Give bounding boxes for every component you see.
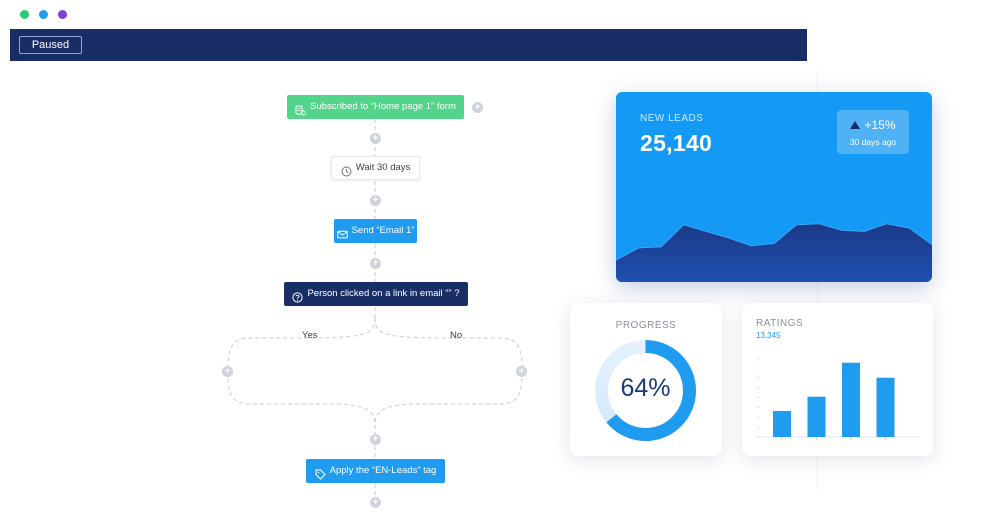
trigger-label: Subscribed to “Home page 1” form bbox=[310, 101, 456, 112]
automation-toolbar: Paused bbox=[10, 29, 807, 61]
add-no-step-plus-icon[interactable]: + bbox=[516, 366, 527, 377]
window-dot-green[interactable] bbox=[20, 10, 29, 19]
add-step-plus-icon[interactable]: + bbox=[370, 434, 381, 445]
leads-area-chart bbox=[616, 223, 932, 282]
ratings-card: RATINGS 13,345 bbox=[742, 303, 933, 456]
window-dot-purple[interactable] bbox=[58, 10, 67, 19]
window-dot-blue[interactable] bbox=[39, 10, 48, 19]
leads-trend-area bbox=[616, 223, 932, 282]
send-email-node[interactable]: Send “Email 1” bbox=[334, 219, 417, 243]
add-yes-step-plus-icon[interactable]: + bbox=[222, 366, 233, 377]
add-step-plus-icon[interactable]: + bbox=[370, 195, 381, 206]
progress-value: 64% bbox=[620, 374, 671, 402]
ratings-bar-chart bbox=[757, 357, 920, 440]
condition-node[interactable]: Person clicked on a link in email “” ? bbox=[284, 282, 468, 306]
progress-title: PROGRESS bbox=[615, 320, 677, 331]
ratings-bar bbox=[773, 410, 791, 437]
progress-donut bbox=[595, 340, 696, 441]
add-branch-plus-icon[interactable]: + bbox=[472, 102, 483, 113]
progress-arc bbox=[595, 340, 696, 441]
question-icon bbox=[292, 289, 304, 303]
apply-tag-label: Apply the “EN-Leads” tag bbox=[329, 465, 437, 476]
ratings-bar bbox=[842, 362, 860, 437]
trigger-form-node[interactable]: Subscribed to “Home page 1” form bbox=[287, 95, 464, 119]
envelope-icon bbox=[336, 226, 348, 238]
leads-change-badge: +15% 30 days ago bbox=[837, 110, 909, 154]
wait-label: Wait 30 days bbox=[355, 162, 411, 173]
branch-no-label: No bbox=[450, 330, 463, 341]
wait-node[interactable]: Wait 30 days bbox=[331, 156, 420, 180]
leads-trend-line bbox=[616, 223, 932, 261]
apply-tag-node[interactable]: Apply the “EN-Leads” tag bbox=[306, 459, 445, 483]
clock-icon bbox=[341, 163, 352, 176]
ratings-title: RATINGS bbox=[756, 318, 804, 329]
ratings-count: 13,345 bbox=[756, 331, 781, 340]
ratings-bar bbox=[807, 396, 826, 437]
add-step-plus-icon[interactable]: + bbox=[370, 497, 381, 508]
paused-status-button[interactable]: Paused bbox=[19, 36, 82, 54]
trend-up-icon bbox=[850, 121, 861, 129]
add-step-plus-icon[interactable]: + bbox=[370, 133, 381, 144]
leads-title: NEW LEADS bbox=[640, 113, 704, 124]
leads-period: 30 days ago bbox=[849, 137, 897, 147]
leads-change: +15% bbox=[864, 118, 896, 132]
leads-value: 25,140 bbox=[640, 130, 713, 156]
send-email-label: Send “Email 1” bbox=[351, 225, 415, 236]
tag-icon bbox=[315, 466, 326, 480]
ratings-bar bbox=[876, 377, 895, 437]
new-leads-card: NEW LEADS 25,140 +15% 30 days ago bbox=[616, 92, 932, 282]
progress-card: PROGRESS 64% bbox=[570, 303, 722, 456]
condition-label: Person clicked on a link in email “” ? bbox=[307, 288, 460, 299]
add-step-plus-icon[interactable]: + bbox=[370, 258, 381, 269]
form-icon bbox=[295, 102, 307, 115]
branch-yes-label: Yes bbox=[302, 330, 318, 341]
